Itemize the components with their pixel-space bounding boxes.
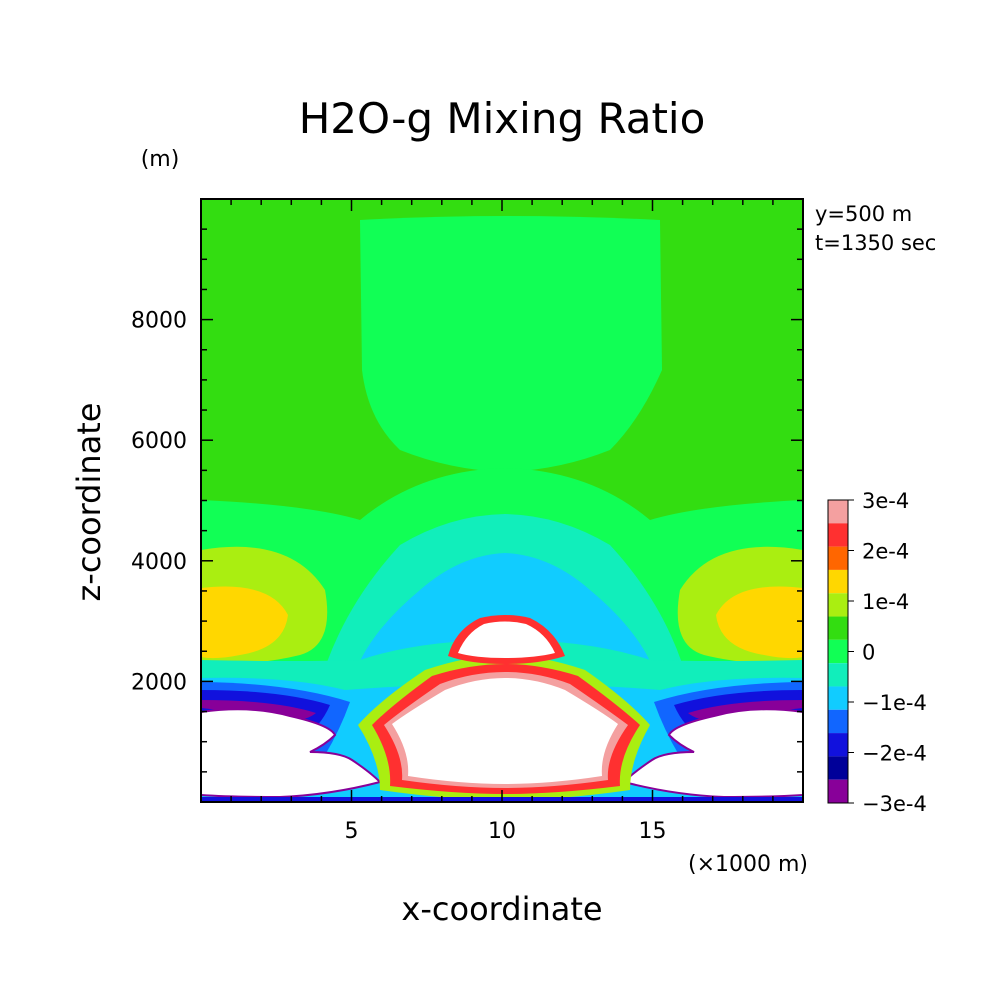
colorbar-swatch [828,593,848,617]
x-axis-label: x-coordinate [401,890,602,928]
x-tick-label: 15 [639,819,667,844]
left-blank-region [201,708,382,799]
colorbar-swatch [828,779,848,803]
colorbar-label: 0 [862,641,875,665]
colorbar-swatch [828,616,848,640]
band-left-core [201,586,288,659]
central-lower-blank [392,678,618,784]
chart-title: H2O-g Mixing Ratio [299,94,706,143]
y-unit-label: (m) [141,147,180,172]
colorbar-swatch [828,569,848,594]
x-tick-label: 5 [345,819,359,844]
colorbar-label: 3e-4 [862,489,909,513]
colorbar-swatch [828,639,848,664]
y-tick-label: 2000 [131,670,187,695]
axes: 5 10 15 2000 4000 6000 8000 [131,199,803,844]
colorbar-swatch [828,756,848,780]
contour-plot-area [200,198,804,803]
colorbar-label: 2e-4 [862,540,909,564]
y-axis-label: z-coordinate [70,402,108,601]
colorbar-swatch [828,733,848,757]
y-tick-label: 6000 [131,429,187,454]
x-tick-label: 10 [488,819,516,844]
band-right-core [716,586,803,659]
colorbar: 3e-4 2e-4 1e-4 0 −1e-4 −2e-4 −3e-4 [827,489,927,816]
colorbar-label: −3e-4 [862,792,927,816]
colorbar-label: −1e-4 [862,691,927,715]
colorbar-swatch [828,709,848,734]
x-unit-label: (×1000 m) [688,852,808,877]
info-line-2: t=1350 sec [815,231,936,255]
colorbar-swatch [828,523,848,547]
colorbar-label: 1e-4 [862,590,909,614]
y-tick-label: 8000 [131,309,187,334]
y-tick-label: 4000 [131,550,187,575]
right-blank-region [622,708,803,799]
colorbar-swatch [828,500,848,524]
central-cap-blank [458,621,555,658]
colorbar-swatch [828,686,848,710]
band-upper-column [360,216,662,472]
colorbar-swatch [828,663,848,687]
colorbar-label: −2e-4 [862,742,927,766]
colorbar-swatch [828,546,848,570]
info-line-1: y=500 m [815,202,912,226]
